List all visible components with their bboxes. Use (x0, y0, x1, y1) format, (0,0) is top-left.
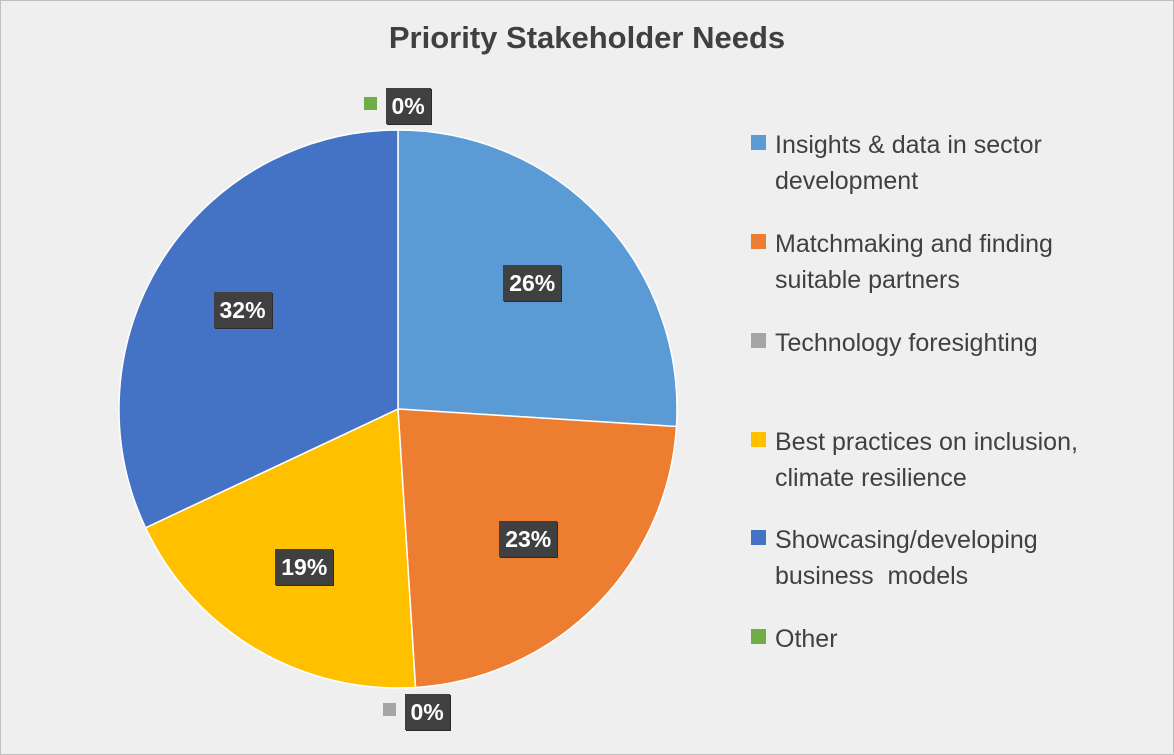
legend-label: Matchmaking and finding suitable partner… (775, 230, 1053, 294)
legend-label: Insights & data in sector development (775, 131, 1042, 195)
legend-swatch (751, 432, 766, 447)
legend-swatch (751, 135, 766, 150)
data-label-key-other (363, 97, 377, 110)
data-label-matchmaking-and-finding-suitable-partners: 23% (499, 521, 558, 558)
data-label-showcasing-developing-business-models: 32% (213, 292, 272, 329)
legend-label: Technology foresighting (775, 329, 1038, 357)
data-label-technology-foresighting: 0% (404, 694, 450, 730)
pie-slice-showcasing-developing-business-models (118, 129, 399, 529)
legend-swatch (751, 234, 766, 249)
data-label-insights-data-in-sector-development: 26% (503, 264, 562, 301)
legend-swatch (751, 629, 766, 644)
legend-label: Showcasing/developing business models (775, 526, 1038, 590)
data-label-best-practices-on-inclusion-climate-resilience: 19% (275, 549, 334, 586)
legend-swatch (751, 530, 766, 545)
pie-slice-best-practices-on-inclusion-climate-resilience (144, 407, 417, 689)
legend-swatch (751, 333, 766, 348)
legend-label: Best practices on inclusion, climate res… (775, 428, 1078, 492)
legend-label: Other (775, 625, 838, 653)
data-label-other: 0% (385, 88, 431, 124)
chart-title: Priority Stakeholder Needs (388, 20, 786, 55)
data-label-key-technology-foresighting (382, 703, 396, 716)
